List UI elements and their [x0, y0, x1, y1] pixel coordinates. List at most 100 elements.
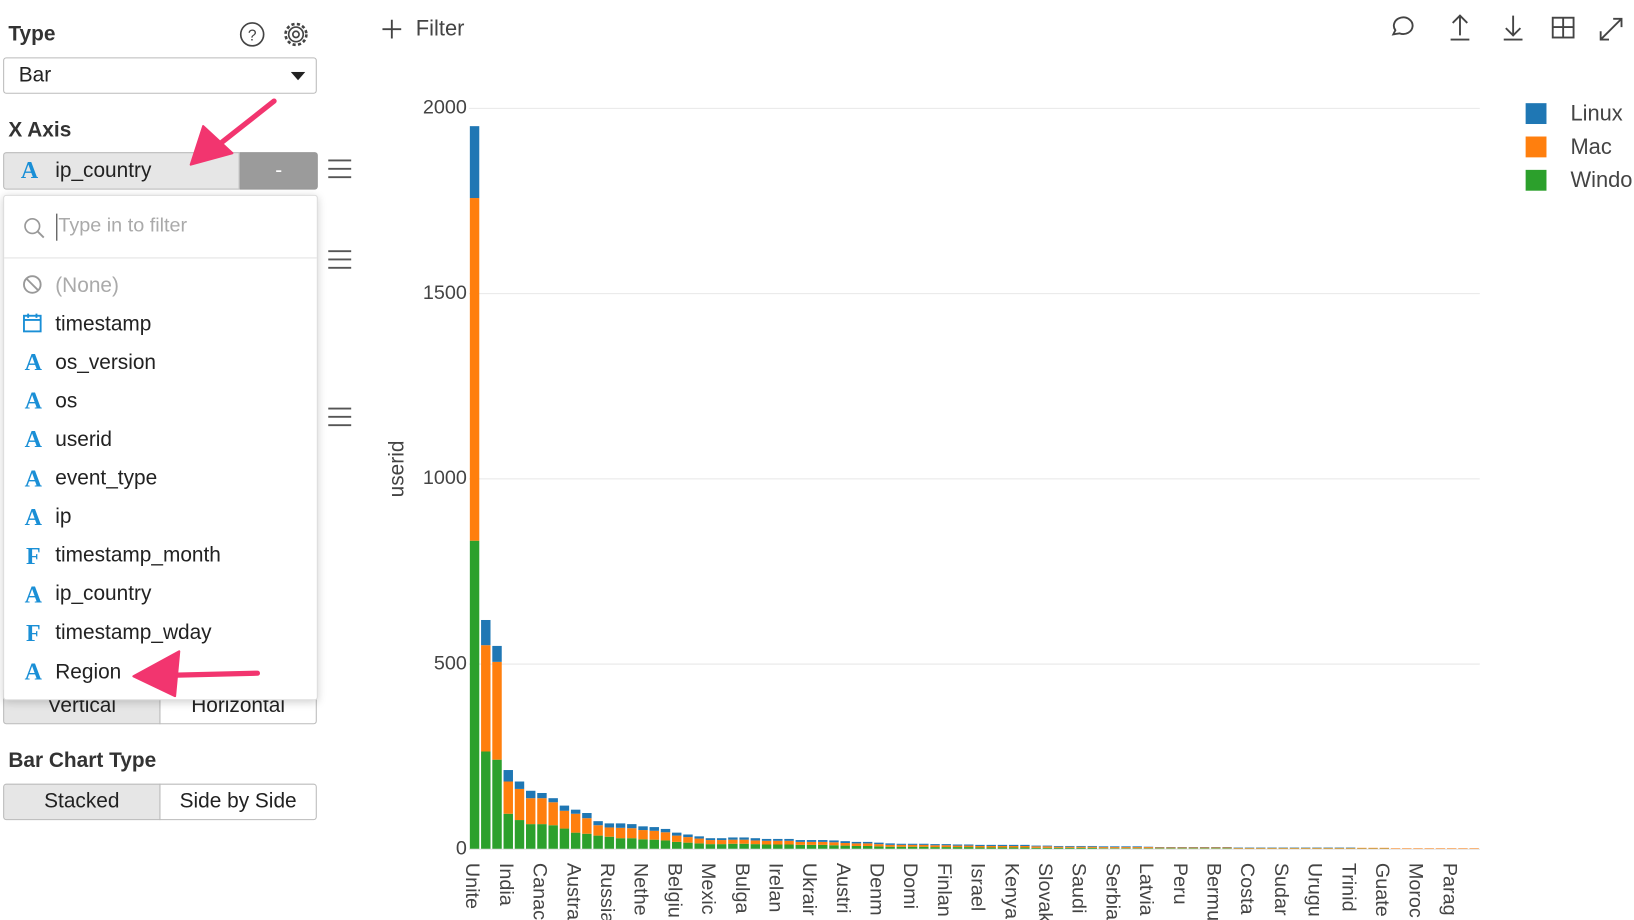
bar-segment — [1087, 846, 1098, 848]
bar-segment — [705, 838, 716, 841]
filter-button[interactable]: Filter — [415, 16, 465, 41]
bar-segment — [1312, 847, 1322, 849]
menu-icons[interactable] — [327, 158, 352, 429]
bar-segment — [941, 844, 952, 846]
x-tick-label: Bermu — [1202, 863, 1224, 920]
bar-segment — [514, 820, 525, 850]
bar-segment — [604, 827, 615, 837]
bar-segment — [469, 540, 480, 850]
bar-segment — [896, 846, 907, 850]
bar-segment — [1334, 847, 1345, 849]
svg-text:?: ? — [248, 28, 257, 45]
bar-segment — [1424, 848, 1434, 849]
stacked-button[interactable]: Stacked — [3, 783, 161, 821]
bar-segment — [806, 840, 817, 842]
option[interactable]: (None) — [4, 267, 317, 305]
bar-segment — [492, 645, 502, 662]
bar-segment — [705, 844, 716, 850]
option[interactable]: timestamp — [4, 305, 317, 343]
option-glyph: F — [26, 619, 41, 646]
bar-segment — [1188, 847, 1199, 849]
bar-segment — [997, 844, 1008, 846]
option-glyph: A — [24, 349, 43, 376]
option-label: Region — [55, 660, 122, 684]
bar-segment — [862, 841, 873, 844]
bar-chart-type-label: Bar Chart Type — [8, 749, 157, 773]
bar-segment — [964, 845, 974, 848]
x-tick-label: Sudar — [1270, 863, 1292, 916]
bar-segment — [1278, 847, 1288, 849]
bar-segment — [851, 841, 862, 844]
bar-segment — [469, 126, 480, 199]
side-by-side-button[interactable]: Side by Side — [159, 783, 317, 821]
x-tick-label: Guate — [1371, 863, 1393, 917]
bar-segment — [728, 843, 738, 850]
bar-segment — [492, 661, 502, 760]
bar-segment — [604, 836, 615, 850]
bar-segment — [829, 845, 839, 850]
bar-segment — [773, 844, 783, 850]
bar-segment — [728, 839, 738, 844]
annotation-arrows — [132, 98, 277, 698]
bar-segment — [615, 838, 626, 850]
bar-segment — [930, 847, 940, 850]
option[interactable]: A Region — [4, 653, 317, 691]
bar-segment — [975, 847, 985, 850]
x-tick-label: Saudi — [1068, 863, 1090, 914]
bar-segment — [627, 824, 637, 829]
bar-segment — [1199, 847, 1210, 849]
bar-segment — [885, 844, 895, 847]
legend-label: Mac — [1570, 134, 1611, 159]
search-input[interactable]: Type in to filter — [58, 214, 188, 237]
bar-segment — [907, 843, 918, 845]
bar-segment — [1042, 846, 1053, 848]
bar-segment — [795, 844, 805, 850]
x-tick-label: Nethe — [630, 863, 652, 916]
bar-segment — [1110, 848, 1120, 850]
type-select[interactable]: Bar — [3, 57, 317, 94]
bar-segment — [570, 809, 581, 814]
x-axis-field[interactable]: A ip_country — [3, 152, 240, 190]
bar-segment — [840, 845, 850, 850]
option-glyph: A — [24, 658, 43, 685]
bar-segment — [1020, 845, 1030, 848]
bar-segment — [1042, 845, 1053, 847]
bar-segment — [1076, 847, 1086, 850]
bar-segment — [761, 844, 772, 850]
bar-segment — [593, 821, 603, 826]
bar-segment — [1390, 848, 1401, 849]
filter-plus[interactable] — [375, 10, 406, 45]
bar-segment — [514, 781, 525, 789]
x-tick-label: Russia — [596, 863, 618, 920]
bar-segment — [716, 844, 727, 850]
bar-segment — [716, 838, 727, 841]
bar-segment — [986, 847, 996, 850]
bar-segment — [750, 838, 761, 841]
bar-segment — [559, 828, 570, 850]
remove-button[interactable]: - — [239, 152, 318, 190]
option-glyph: A — [24, 503, 43, 531]
type-icons[interactable]: ? — [238, 21, 313, 50]
bar-segment — [649, 830, 659, 840]
bar-segment — [1053, 847, 1064, 850]
bar-segment — [660, 832, 671, 841]
search-icon — [24, 218, 45, 239]
bar-segment — [1458, 848, 1468, 849]
bar-segment — [1143, 848, 1154, 850]
bar-segment — [503, 781, 513, 814]
bar-segment — [1132, 848, 1142, 850]
bar-segment — [975, 844, 985, 846]
bar-segment — [1300, 847, 1311, 849]
x-tick-label: Austri — [832, 863, 854, 914]
toolbar-icons[interactable] — [1386, 8, 1634, 50]
bar-segment — [1031, 847, 1041, 850]
bar-segment — [1132, 847, 1142, 849]
